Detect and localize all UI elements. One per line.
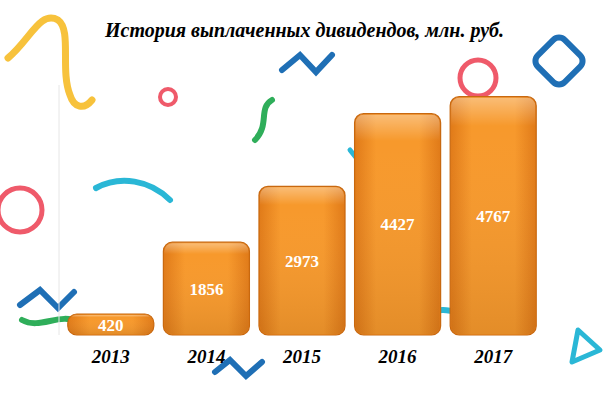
x-tick-label: 2017 bbox=[473, 346, 514, 367]
x-tick-label: 2014 bbox=[186, 346, 225, 367]
bar-shine bbox=[451, 98, 535, 334]
decoration bbox=[160, 89, 176, 105]
bar-shine bbox=[164, 243, 248, 334]
decoration bbox=[460, 60, 496, 96]
data-label: 2973 bbox=[285, 252, 319, 271]
bar bbox=[163, 242, 249, 335]
chart-svg: История выплаченных дивидендов, млн. руб… bbox=[0, 0, 609, 396]
bar bbox=[450, 97, 536, 335]
x-tick-label: 2015 bbox=[282, 346, 322, 367]
decoration bbox=[8, 18, 92, 106]
data-label: 4427 bbox=[381, 215, 416, 234]
decoration bbox=[96, 181, 170, 200]
data-label: 420 bbox=[98, 316, 124, 335]
labels: 420 2013 1856 2014 2973 2015 4427 2016 4767 2017 bbox=[91, 207, 514, 367]
x-tick-label: 2013 bbox=[91, 346, 130, 367]
bar-shine bbox=[356, 115, 440, 334]
decoration bbox=[20, 290, 74, 308]
title: История выплаченных дивидендов, млн. руб… bbox=[104, 19, 504, 42]
bar bbox=[355, 114, 441, 335]
decoration bbox=[572, 330, 600, 362]
y-axis-line bbox=[59, 85, 60, 335]
decoration bbox=[0, 18, 600, 376]
x-tick-label: 2016 bbox=[378, 346, 418, 367]
bars bbox=[68, 97, 536, 335]
decoration bbox=[255, 100, 272, 140]
data-label: 4767 bbox=[476, 207, 511, 226]
data-label: 1856 bbox=[189, 280, 223, 299]
chart-container: История выплаченных дивидендов, млн. руб… bbox=[0, 0, 609, 396]
decoration bbox=[282, 55, 332, 72]
decoration bbox=[532, 34, 586, 88]
bar-shine bbox=[260, 187, 344, 334]
bar bbox=[259, 186, 345, 335]
bar bbox=[68, 314, 154, 335]
bar-shine bbox=[69, 315, 153, 334]
decoration bbox=[0, 188, 42, 232]
